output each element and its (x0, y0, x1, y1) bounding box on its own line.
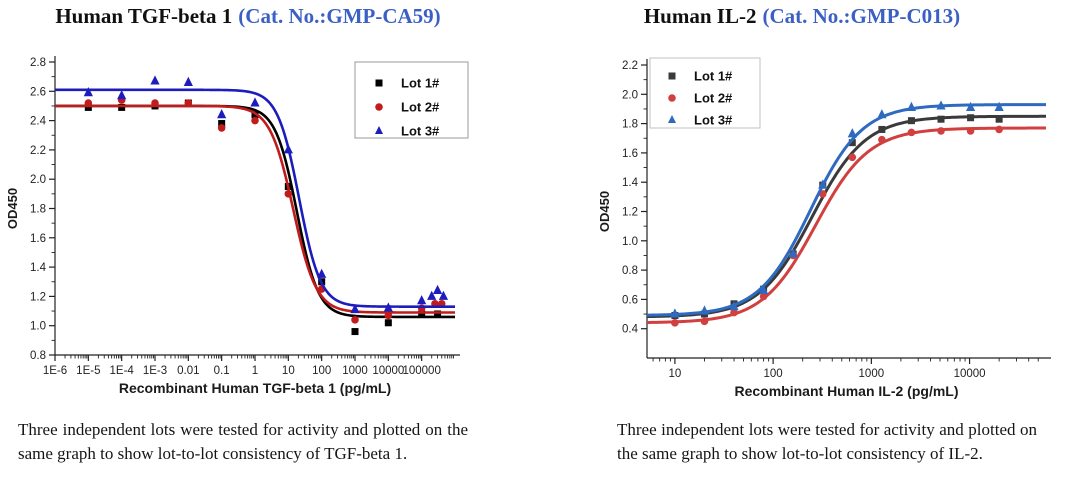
y-axis-label: OD450 (5, 188, 20, 229)
legend-box (649, 57, 761, 129)
y-tick-label: 1.6 (30, 233, 46, 245)
x-axis-label: Recombinant Human TGF-beta 1 (pg/mL) (119, 380, 391, 396)
x-tick-label: 1E-3 (143, 365, 167, 377)
product-name: Human IL-2 (643, 4, 757, 28)
y-tick-label: 2.0 (622, 89, 638, 101)
legend-label: Lot 1# (401, 76, 440, 91)
y-tick-label: 1.0 (30, 321, 46, 333)
x-tick-label: 100 (764, 368, 783, 380)
x-axis: 1E-6 1E-5 1E-4 1E-3 0.01 0.1 1 10 100 1000 1000010… (43, 355, 454, 377)
y-tick-label: 1.6 (622, 148, 638, 160)
y-tick-label: 2.0 (30, 174, 46, 186)
series-lot-2 (646, 125, 1046, 327)
x-tick-label: 0.01 (177, 365, 199, 377)
x-tick-label: 1000 (859, 368, 885, 380)
legend-label: Lot 2# (694, 91, 733, 106)
x-tick-label: 1E-4 (110, 365, 135, 377)
x-tick-label: 0.1 (214, 365, 230, 377)
series-lot-3 (55, 75, 455, 314)
y-tick-label: 1.2 (622, 207, 638, 219)
y-tick-label: 0.4 (622, 324, 639, 336)
legend: Lot 1# Lot 2# Lot 3# (354, 61, 469, 139)
figure-title-il-2: Human IL-2 (Cat. No.:GMP-C013) (532, 4, 1072, 29)
legend-box (354, 61, 469, 139)
figure-title-tgf-beta-1: Human TGF-beta 1 (Cat. No.:GMP-CA59) (0, 4, 518, 29)
legend-item-lot-1: Lot 1# (375, 76, 440, 91)
y-tick-label: 1.4 (30, 262, 47, 274)
il-2-figure: Human IL-2 (Cat. No.:GMP-C013) 10 100 1000 1… (540, 0, 1080, 495)
y-axis-label: OD450 (597, 191, 612, 232)
x-tick-label: 1000 (342, 365, 368, 377)
x-tick-label: 10 (282, 365, 295, 377)
tgf-beta-1-chart: 1E-6 1E-5 1E-4 1E-3 0.01 0.1 1 10 100 1000 1000010… (5, 56, 469, 396)
y-axis: 0.4 0.6 0.8 1.0 1.2 1.4 1.6 1.8 2.0 2.2 (622, 60, 647, 336)
y-axis: 0.8 1.0 1.2 1.4 1.6 1.8 2.0 2.2 2.4 2.6 2.8 (30, 57, 55, 362)
legend-item-lot-3: Lot 3# (374, 124, 440, 139)
series-lot-3 (646, 100, 1046, 318)
y-tick-label: 2.2 (30, 145, 46, 157)
y-tick-label: 1.0 (622, 236, 638, 248)
y-tick-label: 0.8 (30, 350, 46, 362)
x-axis: 10 100 1000 10000 (652, 358, 1039, 380)
tgf-beta-1-figure: Human TGF-beta 1 (Cat. No.:GMP-CA59) 1E-6… (0, 4, 518, 464)
catalog-number: (Cat. No.:GMP-CA59) (238, 4, 441, 28)
legend: Lot 1# Lot 2# Lot 3# (649, 57, 761, 129)
y-tick-label: 1.8 (622, 119, 638, 131)
catalog-number: (Cat. No.:GMP-C013) (762, 4, 961, 28)
data-points-lot-2 (671, 125, 1003, 327)
legend-item-lot-1: Lot 1# (668, 69, 733, 84)
x-tick-label: 100000 (402, 365, 440, 377)
fit-curve-lot-2 (646, 126, 1046, 324)
data-points-lot-1 (671, 114, 1003, 320)
figure-caption-tgf-beta-1: Three independent lots were tested for a… (18, 420, 468, 464)
x-tick-label: 1E-5 (76, 365, 100, 377)
legend-label: Lot 3# (694, 113, 733, 128)
legend-label: Lot 3# (401, 124, 440, 139)
il-2-chart: 10 100 1000 10000 0.4 0.6 0.8 1.0 1.2 1.4 1.6 1.8 2.… (597, 57, 1051, 399)
y-tick-label: 2.8 (30, 57, 46, 69)
y-tick-label: 2.6 (30, 86, 46, 98)
x-tick-label: 10000 (954, 368, 986, 380)
figure-caption-il-2: Three independent lots were tested for a… (617, 420, 1037, 464)
y-tick-label: 2.2 (622, 60, 638, 72)
legend-label: Lot 2# (401, 100, 440, 115)
x-tick-label: 1E-6 (43, 365, 67, 377)
x-axis-label: Recombinant Human IL-2 (pg/mL) (735, 383, 959, 399)
x-tick-label: 10000 (372, 365, 404, 377)
y-tick-label: 1.4 (622, 177, 639, 189)
fit-curve-lot-3 (646, 103, 1046, 317)
x-tick-label: 1 (252, 365, 258, 377)
y-tick-label: 2.4 (30, 116, 47, 128)
x-tick-label: 10 (668, 368, 681, 380)
y-tick-label: 1.8 (30, 204, 46, 216)
data-points-lot-3 (670, 100, 1004, 318)
y-tick-label: 1.2 (30, 291, 46, 303)
series-lot-2 (55, 96, 455, 324)
legend-label: Lot 1# (694, 69, 733, 84)
data-points-lot-3 (83, 75, 449, 314)
y-tick-label: 0.8 (622, 265, 638, 277)
legend-item-lot-2: Lot 2# (668, 91, 733, 106)
legend-item-lot-2: Lot 2# (375, 100, 440, 115)
legend-item-lot-3: Lot 3# (667, 113, 733, 128)
product-name: Human TGF-beta 1 (55, 4, 233, 28)
x-tick-label: 100 (312, 365, 331, 377)
y-tick-label: 0.6 (622, 294, 638, 306)
